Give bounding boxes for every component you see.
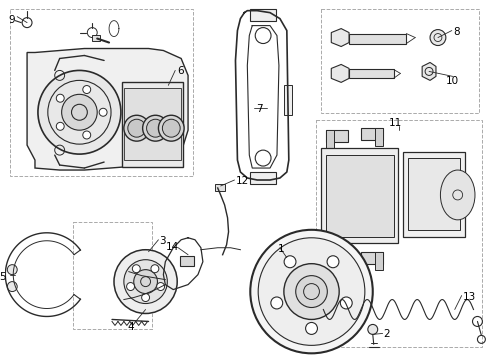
Polygon shape [422,62,436,80]
Text: 2: 2 [384,329,390,339]
Text: 7: 7 [256,104,263,114]
Text: 10: 10 [446,76,459,86]
Text: 8: 8 [453,27,460,37]
Circle shape [151,265,159,273]
Circle shape [147,119,164,137]
Circle shape [83,86,91,94]
Circle shape [134,270,157,293]
Circle shape [430,30,446,45]
Bar [321,9,479,113]
Bar [10,9,193,176]
Bar [326,130,348,142]
Circle shape [128,119,146,137]
Bar [122,82,183,167]
Text: 9: 9 [8,15,15,24]
Bar [408,158,460,230]
Circle shape [296,276,327,307]
Bar [215,184,224,191]
Circle shape [7,265,17,275]
Bar [403,152,465,237]
Text: 6: 6 [177,67,184,76]
Circle shape [341,297,352,309]
Bar [124,88,181,160]
Ellipse shape [441,170,475,220]
Bar [321,148,398,243]
Circle shape [284,256,296,268]
Text: 5: 5 [0,272,6,282]
Circle shape [306,323,318,334]
Bar [361,128,383,140]
Circle shape [38,71,121,154]
Bar [326,155,393,237]
Circle shape [124,115,149,141]
Polygon shape [331,28,349,46]
Bar [361,252,383,264]
Circle shape [250,230,373,353]
Bar [349,69,393,78]
Circle shape [56,94,64,102]
Bar [180,256,194,266]
Bar [326,250,334,268]
Circle shape [126,283,135,291]
Circle shape [114,250,177,314]
Circle shape [142,293,149,302]
Circle shape [157,283,165,291]
Polygon shape [331,64,349,82]
Text: 4: 4 [128,323,134,332]
Circle shape [7,282,17,292]
Circle shape [99,108,107,116]
Circle shape [83,131,91,139]
Bar [92,35,100,41]
Circle shape [258,238,365,345]
Bar [73,222,151,329]
Text: 11: 11 [389,118,402,128]
Circle shape [284,264,339,319]
Circle shape [132,265,140,273]
Bar [326,130,334,148]
Text: 12: 12 [236,176,249,186]
Circle shape [158,115,184,141]
Circle shape [143,115,168,141]
Bar [375,252,383,270]
Bar [250,172,276,184]
Circle shape [327,256,339,268]
Bar [349,33,406,44]
Text: 14: 14 [165,242,178,252]
Circle shape [62,94,97,130]
Circle shape [271,297,283,309]
Bar [317,120,482,347]
Polygon shape [27,49,188,170]
Bar [250,9,276,21]
Circle shape [124,260,167,303]
Circle shape [56,122,64,130]
Bar [375,128,383,146]
Text: 1: 1 [278,244,285,254]
Text: 3: 3 [159,236,166,246]
Circle shape [368,324,378,334]
Text: 13: 13 [463,292,476,302]
Circle shape [162,119,180,137]
Bar [326,250,348,262]
Bar [284,85,292,115]
